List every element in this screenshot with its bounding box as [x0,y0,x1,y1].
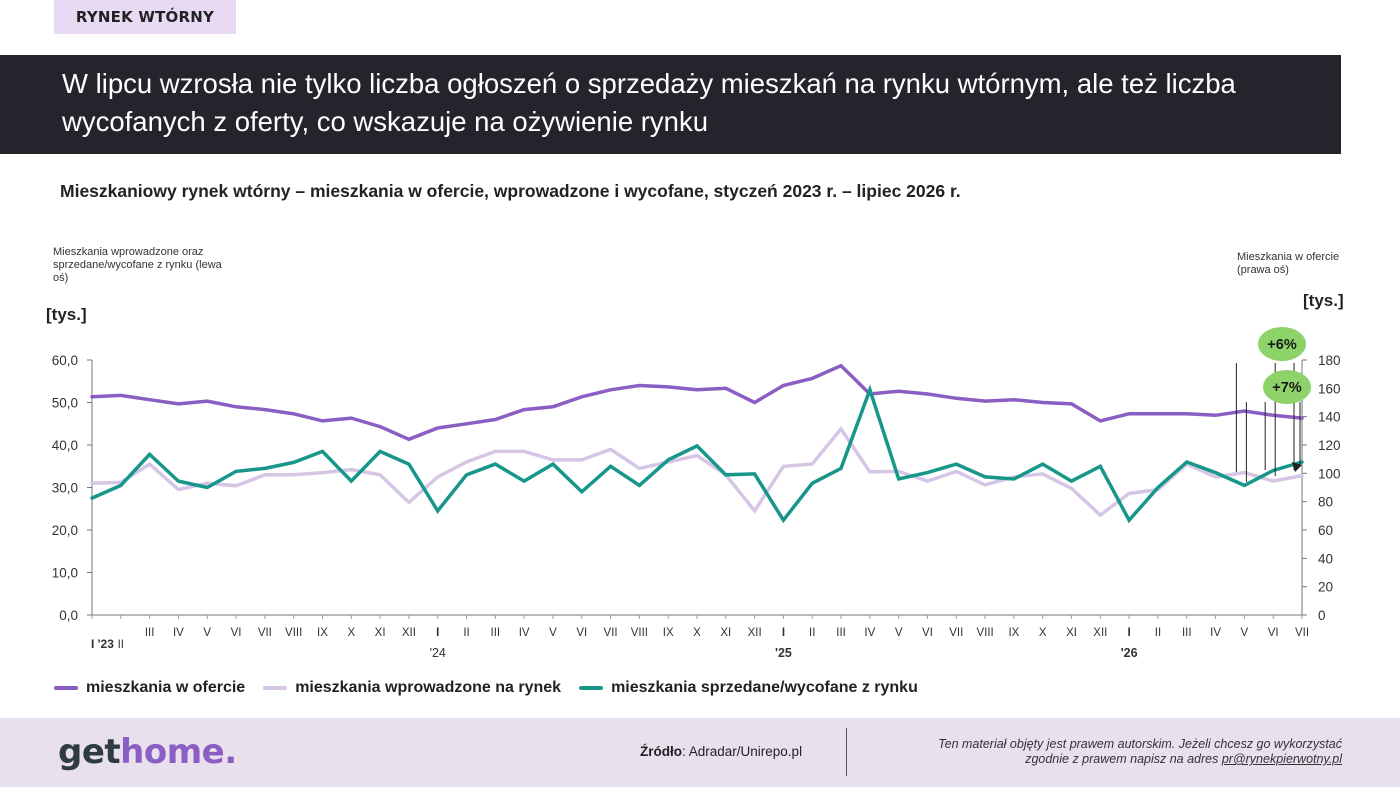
x-tick-label: IX [1008,627,1019,639]
legend-swatch-sold [579,686,604,690]
left-tick-label: 10,0 [52,566,78,581]
right-tick-label: 80 [1318,495,1333,510]
annotation-badge-label: +6% [1267,337,1297,353]
x-tick-label: VI [576,627,587,639]
x-tick-label: VII [1295,627,1309,639]
right-tick-label: 60 [1318,523,1333,538]
source-note: Źródło: Adradar/Unirepo.pl [640,744,802,759]
right-axis-unit: [tys.] [1303,291,1344,310]
year-label: '26 [1121,646,1138,660]
left-tick-label: 60,0 [52,353,78,368]
annotation-badge [1263,370,1311,404]
x-tick-label: IV [1210,627,1221,639]
x-tick-label: VI [231,627,242,639]
legend-label-offer: mieszkania w ofercie [86,679,246,696]
x-tick-label: II [1155,627,1161,639]
x-tick-label: VII [949,627,963,639]
x-tick-label: X [1039,627,1047,639]
x-tick-label: V [895,627,903,639]
series-line-sold [90,384,1304,524]
chart-subtitle: Mieszkaniowy rynek wtórny – mieszkania w… [60,181,961,201]
x-tick-label: VI [922,627,933,639]
footer: gethome. Źródło: Adradar/Unirepo.pl Ten … [0,718,1400,787]
x-tick-label: VIII [976,627,993,639]
x-tick-label: VIII [285,627,302,639]
x-tick-label: I [782,627,785,639]
chart-legend: mieszkania w ofercie mieszkania wprowadz… [54,679,936,697]
left-tick-label: 30,0 [52,481,78,496]
x-tick-label: XII [748,627,762,639]
copyright-note: Ten materiał objęty jest prawem autorski… [938,737,1342,766]
legend-item-offer: mieszkania w ofercie [54,679,245,697]
x-tick-label: VII [258,627,272,639]
right-tick-label: 120 [1318,438,1341,453]
legend-item-sold: mieszkania sprzedane/wycofane z rynku [579,679,918,697]
legend-label-introduced: mieszkania wprowadzone na rynek [295,679,562,696]
x-tick-label: XI [1066,627,1077,639]
left-axis-note: Mieszkania wprowadzone oraz sprzedane/wy… [53,246,222,284]
x-tick-label: V [1241,627,1249,639]
x-tick-label: XII [1093,627,1107,639]
legend-swatch-offer [54,686,78,690]
x-tick-label: X [693,627,701,639]
x-tick-label: V [203,627,211,639]
x-tick-label: III [1182,627,1192,639]
section-tag: RYNEK WTÓRNY [54,0,236,34]
headline: W lipcu wzrosła nie tylko liczba ogłosze… [62,68,1236,137]
x-tick-label: I [436,627,439,639]
x-tick-label: I [1128,627,1131,639]
source-value: : Adradar/Unirepo.pl [682,744,803,759]
x-tick-label: II [118,639,124,651]
x-tick-label: I '23 [91,637,114,651]
source-label: Źródło [640,744,682,759]
right-tick-label: 180 [1318,353,1341,368]
x-tick-label: III [491,627,501,639]
series-line-offer [90,363,1304,442]
right-tick-label: 160 [1318,381,1341,396]
right-tick-label: 140 [1318,410,1341,425]
x-tick-label: XI [720,627,731,639]
left-tick-label: 50,0 [52,396,78,411]
year-label: '25 [775,646,792,660]
footer-divider [846,728,847,776]
x-tick-label: III [836,627,846,639]
x-tick-label: XI [375,627,386,639]
x-tick-label: II [463,627,469,639]
x-tick-label: IV [519,627,530,639]
annotation-badge-label: +7% [1272,380,1302,396]
x-tick-label: VII [604,627,618,639]
annotation-badge [1258,327,1306,361]
right-tick-label: 100 [1318,466,1341,481]
email-link[interactable]: pr@rynekpierwotny.pl [1221,752,1342,766]
x-tick-label: VIII [631,627,648,639]
left-tick-label: 20,0 [52,523,78,538]
x-tick-label: IX [663,627,674,639]
x-tick-label: X [347,627,355,639]
legend-item-introduced: mieszkania wprowadzone na rynek [263,679,561,697]
right-tick-label: 0 [1318,608,1326,623]
x-tick-label: II [809,627,815,639]
x-tick-label: III [145,627,155,639]
year-label: '24 [430,646,446,660]
left-axis-unit: [tys.] [46,305,87,324]
x-tick-label: V [549,627,557,639]
x-tick-label: IV [173,627,184,639]
x-tick-label: IV [864,627,875,639]
right-axis-note: Mieszkania w ofercie (prawa oś) [1237,251,1340,276]
right-tick-label: 40 [1318,551,1333,566]
x-tick-label: XII [402,627,416,639]
right-tick-label: 20 [1318,580,1333,595]
left-tick-label: 40,0 [52,438,78,453]
legend-label-sold: mieszkania sprzedane/wycofane z rynku [611,679,918,696]
headline-banner: W lipcu wzrosła nie tylko liczba ogłosze… [0,55,1341,154]
legend-swatch-introduced [263,686,288,690]
x-tick-label: VI [1268,627,1279,639]
series-line-introduced [90,425,1304,518]
gethome-logo: gethome. [58,732,237,772]
left-tick-label: 0,0 [59,608,78,623]
x-tick-label: IX [317,627,328,639]
line-chart: 0,0 10,0 20,0 30,0 40,0 50,0 60,0 0 20 40 60 80 100 1… [52,327,1341,660]
annotation-arrow-icon [1292,462,1302,472]
